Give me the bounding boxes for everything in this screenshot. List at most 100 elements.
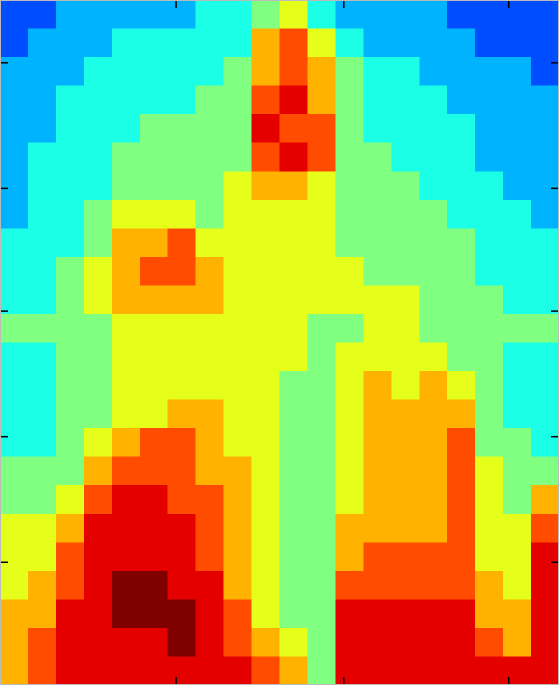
heatmap-cell <box>419 86 447 115</box>
heatmap-cell <box>168 371 196 400</box>
heatmap-cell <box>252 228 280 257</box>
heatmap-cell <box>56 343 84 372</box>
heatmap-cell <box>196 29 224 58</box>
heatmap-cell <box>196 343 224 372</box>
heatmap-cell <box>84 656 112 685</box>
heatmap-cell <box>475 457 503 486</box>
heatmap-cell <box>168 428 196 457</box>
heatmap-cell <box>335 29 363 58</box>
heatmap-cell <box>419 143 447 172</box>
heatmap-cell <box>196 143 224 172</box>
heatmap-cell <box>84 400 112 429</box>
heatmap-cell <box>140 200 168 229</box>
heatmap-cell <box>28 228 56 257</box>
heatmap-cell <box>140 257 168 286</box>
heatmap-cell <box>335 485 363 514</box>
heatmap-cell <box>363 343 391 372</box>
heatmap-cell <box>112 57 140 86</box>
heatmap-cell <box>391 485 419 514</box>
heatmap-cell <box>252 371 280 400</box>
heatmap-cell <box>224 542 252 571</box>
heatmap-cell <box>307 0 335 29</box>
heatmap-cell <box>252 257 280 286</box>
heatmap-cell <box>391 542 419 571</box>
heatmap-cell <box>168 0 196 29</box>
heatmap-cell <box>168 285 196 314</box>
heatmap-cell <box>531 86 559 115</box>
heatmap-cell <box>307 542 335 571</box>
heatmap-cell <box>503 571 531 600</box>
heatmap-cell <box>307 57 335 86</box>
heatmap-cell <box>0 285 28 314</box>
heatmap-cell <box>475 114 503 143</box>
heatmap-cell <box>391 371 419 400</box>
heatmap-cell <box>363 400 391 429</box>
heatmap-cell <box>0 514 28 543</box>
heatmap-cell <box>28 400 56 429</box>
heatmap-cell <box>224 400 252 429</box>
heatmap-cell <box>280 457 308 486</box>
heatmap-cell <box>224 171 252 200</box>
heatmap-cell <box>531 343 559 372</box>
heatmap-cell <box>0 400 28 429</box>
heatmap-cell <box>419 57 447 86</box>
heatmap-cell <box>363 285 391 314</box>
heatmap-cell <box>140 314 168 343</box>
heatmap-cell <box>447 542 475 571</box>
heatmap-cell <box>252 400 280 429</box>
heatmap-cell <box>531 599 559 628</box>
heatmap-cell <box>168 29 196 58</box>
heatmap-cell <box>307 628 335 657</box>
heatmap-cell <box>280 428 308 457</box>
heatmap-cell <box>196 171 224 200</box>
heatmap-cell <box>307 86 335 115</box>
heatmap-cell <box>363 599 391 628</box>
heatmap-cell <box>391 343 419 372</box>
heatmap-cell <box>0 571 28 600</box>
heatmap-cell <box>531 29 559 58</box>
heatmap-cell <box>252 656 280 685</box>
heatmap-cell <box>84 514 112 543</box>
heatmap-cell <box>28 171 56 200</box>
heatmap-cell <box>252 314 280 343</box>
heatmap-cell <box>280 257 308 286</box>
heatmap-cell <box>196 428 224 457</box>
heatmap-cell <box>531 628 559 657</box>
heatmap-cell <box>196 457 224 486</box>
heatmap-cell <box>168 228 196 257</box>
heatmap-cell <box>112 285 140 314</box>
heatmap-cell <box>280 599 308 628</box>
heatmap-cell <box>419 628 447 657</box>
heatmap-cell <box>363 656 391 685</box>
heatmap-cell <box>112 571 140 600</box>
heatmap-cell <box>140 457 168 486</box>
heatmap-cell <box>0 656 28 685</box>
heatmap-cell <box>56 200 84 229</box>
heatmap-cell <box>307 228 335 257</box>
heatmap-cell <box>84 228 112 257</box>
heatmap-cell <box>475 57 503 86</box>
heatmap-cell <box>140 571 168 600</box>
heatmap-cell <box>84 628 112 657</box>
heatmap-cell <box>140 514 168 543</box>
heatmap-cell <box>475 285 503 314</box>
heatmap-cell <box>140 599 168 628</box>
heatmap-cell <box>447 0 475 29</box>
heatmap-cell <box>224 343 252 372</box>
heatmap-cell <box>196 628 224 657</box>
heatmap-cell <box>56 571 84 600</box>
heatmap-cell <box>28 457 56 486</box>
heatmap-cell <box>363 485 391 514</box>
heatmap-cell <box>531 200 559 229</box>
heatmap-cell <box>280 542 308 571</box>
heatmap-cell <box>28 656 56 685</box>
heatmap-cell <box>84 29 112 58</box>
heatmap-cell <box>252 171 280 200</box>
heatmap-cell <box>224 485 252 514</box>
heatmap-cell <box>252 143 280 172</box>
heatmap-cell <box>280 400 308 429</box>
heatmap-cell <box>56 400 84 429</box>
heatmap-cell <box>503 200 531 229</box>
heatmap-cell <box>503 171 531 200</box>
heatmap-cell <box>447 428 475 457</box>
